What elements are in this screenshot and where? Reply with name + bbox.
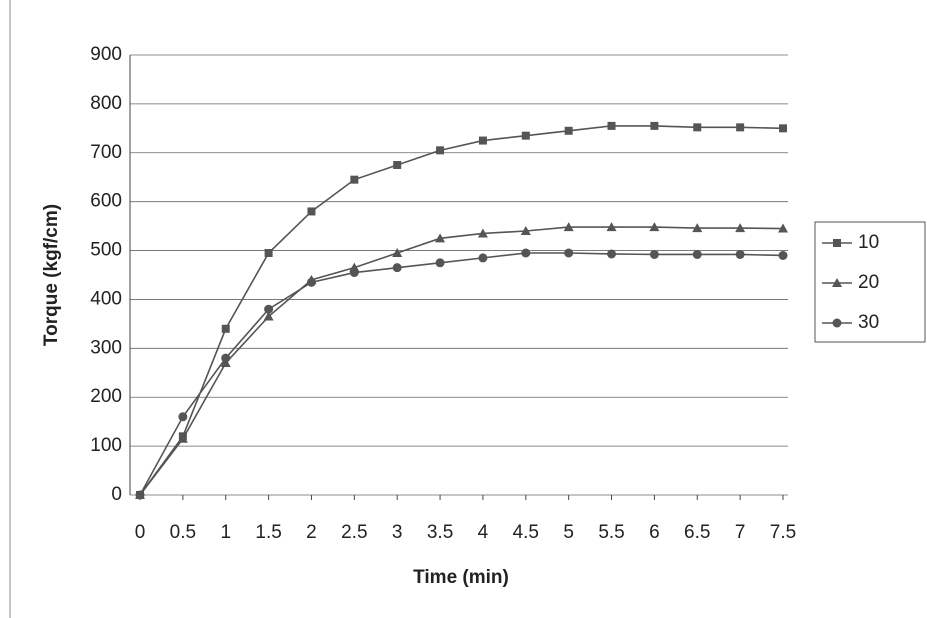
data-point — [565, 127, 573, 135]
data-point — [564, 249, 573, 258]
y-tick-label: 200 — [90, 386, 122, 407]
data-point — [393, 263, 402, 272]
x-tick-label: 7.5 — [770, 522, 796, 543]
y-tick-label: 100 — [90, 435, 122, 456]
x-tick-label: 7 — [735, 522, 746, 543]
data-point — [736, 250, 745, 259]
x-tick-label: 5 — [563, 522, 574, 543]
x-tick-label: 3 — [392, 522, 403, 543]
data-point — [650, 122, 658, 130]
data-point — [478, 253, 487, 262]
data-point — [222, 325, 230, 333]
data-point — [607, 249, 616, 258]
y-tick-label: 0 — [111, 484, 122, 505]
x-tick-label: 3.5 — [427, 522, 453, 543]
chart: Time (min) Torque (kgf/cm) 0100200300400… — [0, 0, 927, 618]
x-tick-label: 4 — [478, 522, 489, 543]
x-axis-title: Time (min) — [413, 567, 509, 588]
x-tick-label: 4.5 — [513, 522, 539, 543]
x-tick-label: 1 — [220, 522, 231, 543]
x-tick-label: 2.5 — [341, 522, 367, 543]
series-line — [140, 253, 783, 495]
y-axis-title: Torque (kgf/cm) — [41, 204, 62, 346]
x-tick-label: 6 — [649, 522, 660, 543]
data-point — [521, 249, 530, 258]
data-point — [178, 412, 187, 421]
data-point — [479, 137, 487, 145]
data-point — [436, 258, 445, 267]
data-point — [693, 250, 702, 259]
y-tick-label: 600 — [90, 191, 122, 212]
data-point — [608, 122, 616, 130]
y-tick-label: 700 — [90, 142, 122, 163]
data-point — [650, 250, 659, 259]
x-tick-label: 5.5 — [598, 522, 624, 543]
x-tick-label: 0.5 — [170, 522, 196, 543]
legend-label: 10 — [858, 232, 879, 253]
data-point — [307, 207, 315, 215]
data-point — [264, 305, 273, 314]
data-point — [221, 354, 230, 363]
data-point — [307, 278, 316, 287]
legend-marker — [833, 239, 841, 247]
page: Time (min) Torque (kgf/cm) 0100200300400… — [0, 0, 927, 618]
x-tick-label: 2 — [306, 522, 317, 543]
data-point — [436, 146, 444, 154]
legend-label: 30 — [858, 312, 879, 333]
legend-marker — [833, 319, 842, 328]
y-tick-label: 900 — [90, 44, 122, 65]
data-point — [393, 161, 401, 169]
y-tick-label: 500 — [90, 240, 122, 261]
x-tick-label: 6.5 — [684, 522, 710, 543]
data-point — [350, 268, 359, 277]
x-tick-label: 0 — [135, 522, 146, 543]
y-tick-label: 800 — [90, 93, 122, 114]
legend-label: 20 — [858, 272, 879, 293]
data-point — [350, 176, 358, 184]
x-tick-label: 1.5 — [255, 522, 281, 543]
series-line — [140, 227, 783, 495]
data-point — [693, 123, 701, 131]
data-point — [779, 251, 788, 260]
y-tick-label: 300 — [90, 337, 122, 358]
y-tick-label: 400 — [90, 288, 122, 309]
data-point — [779, 124, 787, 132]
data-point — [522, 132, 530, 140]
data-point — [736, 123, 744, 131]
data-point — [136, 491, 145, 500]
data-point — [265, 249, 273, 257]
series-line — [140, 126, 783, 495]
